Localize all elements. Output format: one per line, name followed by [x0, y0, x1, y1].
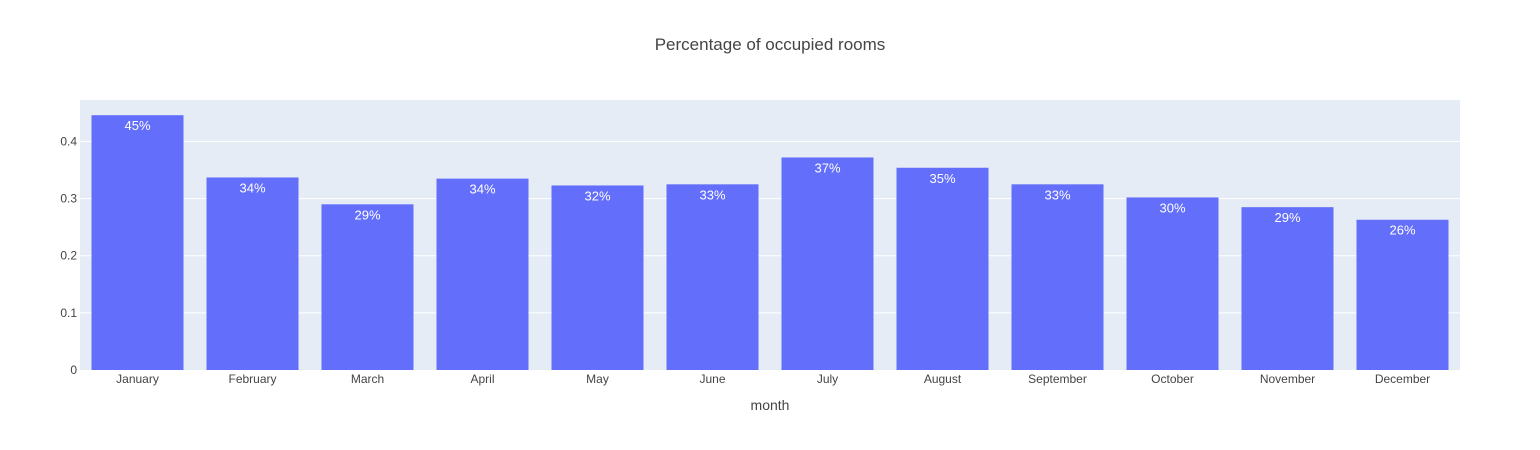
bar-july	[781, 157, 874, 370]
bar-january	[91, 115, 184, 371]
bar-april	[436, 178, 529, 370]
x-axis-title: month	[751, 397, 790, 413]
x-tick-label: January	[116, 372, 159, 386]
bar-march	[321, 204, 414, 370]
x-tick-label: November	[1260, 372, 1315, 386]
y-tick-label: 0	[70, 363, 77, 377]
bar-data-label: 33%	[699, 187, 725, 202]
bar-may	[551, 185, 644, 370]
bar-data-label: 29%	[354, 207, 380, 222]
y-tick-label: 0.3	[60, 192, 77, 206]
gridlines	[80, 140, 1460, 314]
x-tick-label: July	[817, 372, 838, 386]
y-axis-ticks: 0 0.1 0.2 0.3 0.4	[60, 134, 77, 377]
y-tick-label: 0.1	[60, 306, 77, 320]
bar-september	[1011, 184, 1104, 370]
x-tick-label: May	[586, 372, 609, 386]
x-tick-label: March	[351, 372, 384, 386]
bar-data-label: 33%	[1044, 187, 1070, 202]
data-labels: 45% 34% 29% 34% 32% 33% 37% 35% 33% 30% 29% 26%	[124, 118, 1415, 238]
x-tick-label: December	[1375, 372, 1430, 386]
bar-august	[896, 167, 989, 370]
y-tick-label: 0.4	[60, 134, 77, 148]
bar-december	[1356, 219, 1449, 370]
x-tick-label: August	[924, 372, 962, 386]
bar-data-label: 32%	[584, 188, 610, 203]
x-tick-label: April	[470, 372, 494, 386]
bar-october	[1126, 197, 1219, 370]
bar-june	[666, 184, 759, 370]
bars	[91, 115, 1449, 371]
bar-data-label: 29%	[1274, 210, 1300, 225]
y-tick-label: 0.2	[60, 249, 77, 263]
x-axis-ticks: January February March April May June July Augu…	[116, 372, 1430, 386]
x-tick-label: February	[228, 372, 276, 386]
bar-data-label: 45%	[124, 118, 150, 133]
bar-data-label: 34%	[239, 180, 265, 195]
bar-data-label: 35%	[929, 171, 955, 186]
bar-data-label: 37%	[814, 160, 840, 175]
x-tick-label: September	[1028, 372, 1087, 386]
bar-november	[1241, 207, 1334, 370]
x-tick-label: June	[699, 372, 725, 386]
bar-data-label: 26%	[1389, 223, 1415, 238]
bar-data-label: 34%	[469, 182, 495, 197]
bar-february	[206, 177, 299, 370]
chart-title: Percentage of occupied rooms	[655, 35, 886, 54]
x-tick-label: October	[1151, 372, 1194, 386]
plot-area	[80, 100, 1460, 370]
bar-data-label: 30%	[1159, 200, 1185, 215]
